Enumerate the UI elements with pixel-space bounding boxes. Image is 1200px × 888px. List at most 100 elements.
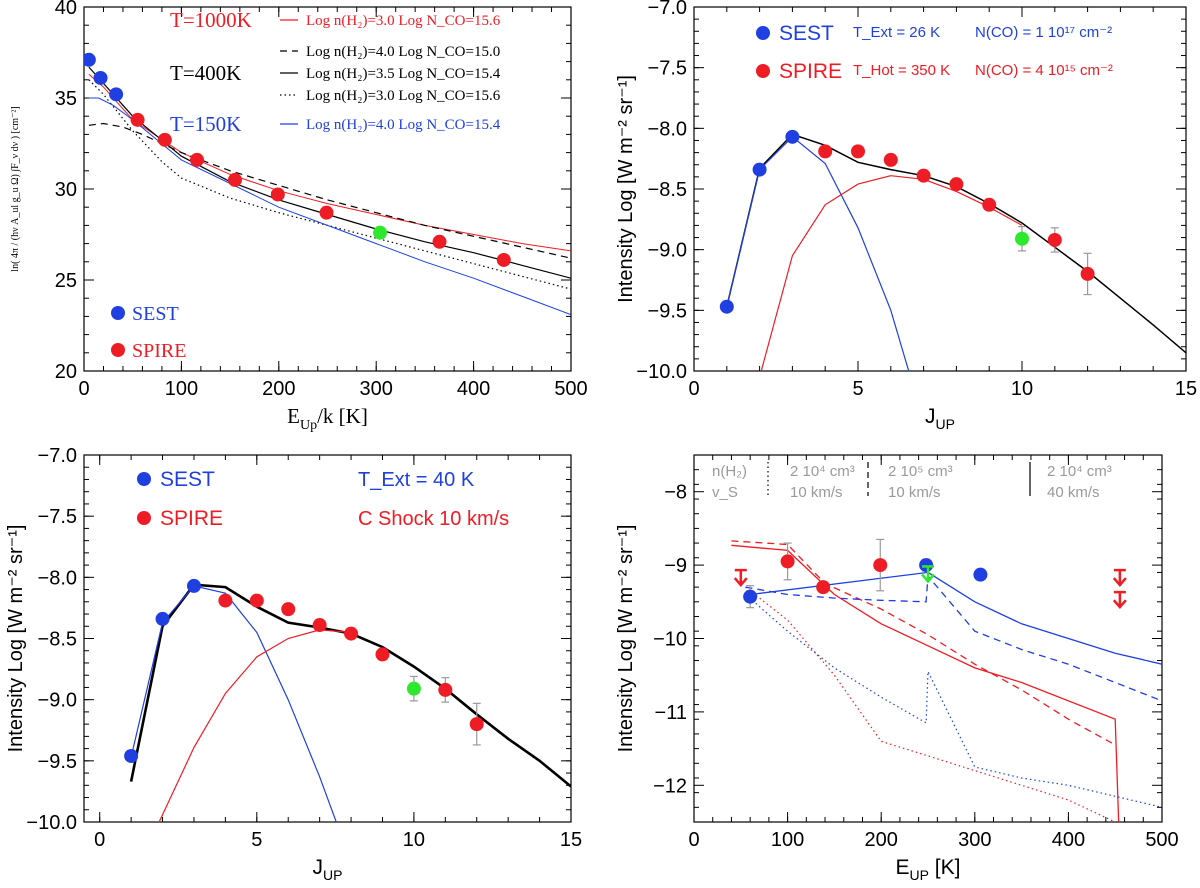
data-point	[982, 197, 997, 212]
data-point	[780, 554, 795, 569]
data-point	[916, 168, 931, 183]
y-tick-label: −7.0	[38, 445, 77, 467]
data-point	[949, 177, 964, 192]
x-axis-label-main: E	[896, 856, 910, 879]
legend-entry: Log n(H₂)=3.0 Log N_CO=15.6	[306, 88, 501, 104]
panel-p4: 0 100 200 300 400 500 −12 −11 −10 −9 −8 EUP [K] Inte…	[615, 454, 1179, 883]
data-point	[281, 602, 296, 617]
data-point	[1015, 231, 1029, 246]
y-axis-label: ln( 4π / (hν A_ul g_u Ω) ∫F_ν dν ) [cm⁻²…	[10, 106, 21, 271]
data-point	[130, 112, 145, 127]
annotation: T_Ext = 40 K	[358, 469, 475, 491]
legend-marker-label: SEST	[132, 303, 179, 325]
x-tick-label: 500	[1145, 829, 1178, 851]
legend-marker	[111, 343, 125, 357]
y-axis-label: Intensity Log [W m⁻² sr⁻¹]	[615, 75, 637, 303]
data-point	[312, 618, 327, 633]
x-axis-label-main: J	[313, 856, 324, 879]
y-tick-label: −8.5	[38, 629, 77, 651]
y-tick-label: −8	[664, 482, 687, 504]
data-point	[375, 647, 390, 662]
y-tick-label: −9.5	[38, 751, 77, 773]
legend-temperature: T=400K	[170, 61, 241, 85]
legend-density: 2 10⁵ cm³	[888, 463, 953, 480]
series-group	[731, 540, 1162, 822]
data-point	[432, 234, 447, 249]
y-tick-label: −11	[655, 702, 687, 724]
x-tick-label: 200	[865, 829, 898, 851]
x-axis-label: JUP	[925, 405, 955, 432]
legend-velocity: 40 km/s	[1047, 484, 1100, 501]
upper-limit-arrow	[921, 573, 935, 584]
x-tick-label: 300	[958, 829, 991, 851]
x-tick-label: 0	[688, 378, 699, 400]
x-tick-label: 5	[251, 829, 262, 851]
legend-marker-label: SPIRE	[779, 60, 842, 83]
legend-marker	[756, 64, 770, 78]
x-axis-label-tail: /k [K]	[317, 404, 368, 428]
data-point	[373, 225, 388, 240]
data-point	[270, 187, 285, 202]
data-point	[851, 144, 865, 159]
legend-marker-label: SEST	[779, 22, 834, 45]
x-tick-label: 300	[360, 378, 393, 400]
panel-p2: 0 5 10 15 −10.0 −9.5 −9.0 −8.5 −8.0 −7.5 −7.0 JUP In…	[615, 0, 1197, 432]
x-axis-label-tail: [K]	[929, 856, 961, 879]
series-line	[88, 66, 571, 279]
upper-limit-arrow	[1112, 599, 1127, 610]
x-axis-label: JUP	[313, 856, 343, 883]
data-point	[93, 70, 108, 85]
markers-group	[124, 578, 484, 763]
x-axis-label-main: E	[287, 404, 300, 428]
x-axis-label-sub: UP	[910, 867, 929, 883]
data-point	[344, 626, 359, 641]
data-point	[186, 578, 201, 593]
data-point	[218, 593, 233, 608]
x-tick-label: 100	[165, 378, 198, 400]
legend-marker	[111, 306, 125, 320]
y-axis-label: Intensity Log [W m⁻² sr⁻¹]	[5, 525, 27, 753]
data-point	[752, 162, 767, 177]
data-point	[249, 593, 264, 608]
data-point	[973, 567, 988, 582]
data-point	[124, 748, 139, 763]
y-tick-label: −7.0	[648, 0, 687, 19]
data-point	[109, 87, 124, 102]
series-line	[731, 544, 1120, 822]
series-line	[726, 133, 1186, 354]
legend-marker-label: SPIRE	[132, 340, 186, 362]
legend-entry: Log n(H₂)=3.5 Log N_CO=15.4	[306, 66, 501, 82]
series-line	[760, 175, 1023, 371]
y-tick-label: −10.0	[26, 812, 77, 834]
x-tick-label: 15	[560, 829, 582, 851]
x-tick-label: 0	[78, 378, 89, 400]
data-point	[743, 589, 758, 604]
data-point	[1080, 266, 1095, 281]
x-tick-label: 0	[94, 829, 105, 851]
legend-density-label: n(H₂)	[712, 463, 747, 480]
legend-marker	[756, 26, 770, 40]
x-tick-label: 0	[688, 829, 699, 851]
series-group	[726, 133, 1186, 371]
data-point	[719, 299, 734, 314]
y-tick-label: 30	[55, 179, 77, 201]
legend-entry: Log n(H₂)=4.0 Log N_CO=15.0	[306, 44, 500, 60]
legend-temperature: T=150K	[170, 112, 241, 136]
annotation: N(CO) = 1 10¹⁷ cm⁻²	[975, 24, 1112, 41]
legend-density: 2 10⁴ cm³	[790, 463, 855, 480]
y-tick-label: −10.0	[636, 361, 687, 383]
x-tick-label: 400	[1052, 829, 1085, 851]
y-tick-label: 40	[55, 0, 77, 19]
x-tick-label: 10	[403, 829, 425, 851]
data-point	[469, 717, 484, 732]
annotation: C Shock 10 km/s	[358, 508, 509, 530]
data-point	[155, 611, 170, 626]
data-point	[873, 558, 888, 573]
panel-p1: 0 100 200 300 400 500 20 25 30 35 40 EUp/k [K] ln( 4…	[10, 0, 588, 433]
series-line	[731, 540, 1116, 746]
legend-entry: Log n(H₂)=4.0 Log N_CO=15.4	[306, 117, 501, 133]
legend-velocity-label: v_S	[712, 484, 738, 501]
data-point	[227, 172, 242, 187]
legend-marker	[137, 472, 151, 486]
